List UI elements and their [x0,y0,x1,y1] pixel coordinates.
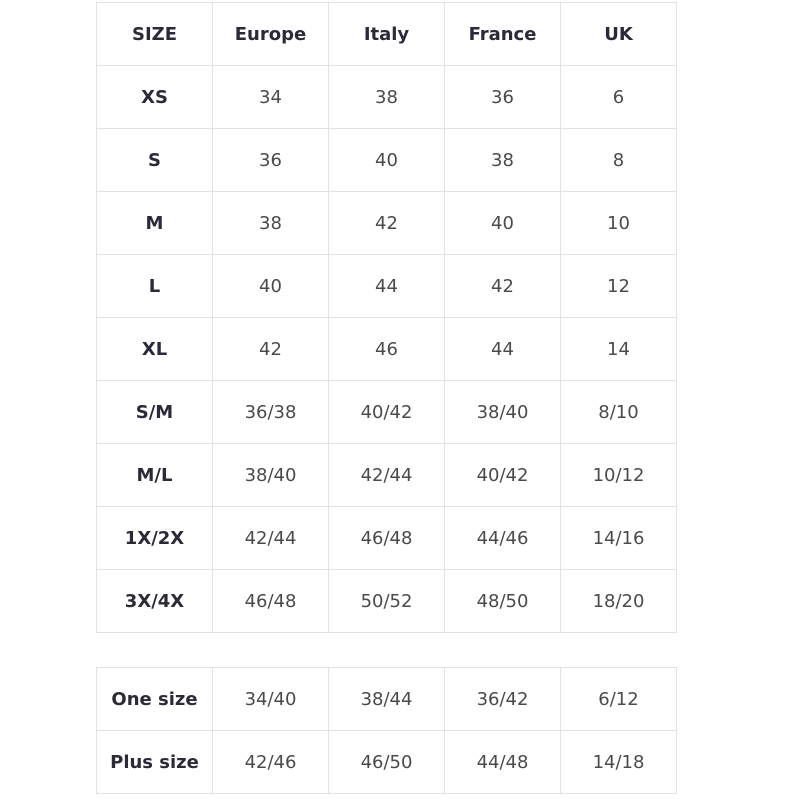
size-label-cell: XS [96,65,213,129]
size-label-cell: XL [96,317,213,381]
size-value-cell: 38/40 [444,380,561,444]
size-value-cell: 42/46 [212,730,329,794]
size-value-cell: 40/42 [444,443,561,507]
size-value-cell: 46/50 [328,730,445,794]
size-value-cell: 38/40 [212,443,329,507]
size-label-cell: M [96,191,213,255]
size-value-cell: 40 [328,128,445,192]
size-value-cell: 10/12 [560,443,677,507]
size-value-cell: 38 [328,65,445,129]
size-value-cell: 46 [328,317,445,381]
column-header: France [444,2,561,66]
size-value-cell: 44/46 [444,506,561,570]
header-row: SIZE Europe Italy France UK [96,2,677,66]
table-row: S/M 36/38 40/42 38/40 8/10 [96,380,677,444]
size-value-cell: 42 [212,317,329,381]
table-row: XS 34 38 36 6 [96,65,677,129]
size-label-cell: L [96,254,213,318]
size-value-cell: 38 [212,191,329,255]
table-row: XL 42 46 44 14 [96,317,677,381]
table-row: M 38 42 40 10 [96,191,677,255]
size-chart-table: SIZE Europe Italy France UK XS 34 38 36 6 S 36 40 38 8… [96,2,677,633]
size-label-cell: 1X/2X [96,506,213,570]
one-plus-size-table: One size 34/40 38/44 36/42 6/12 Plus size 42/4… [96,667,677,794]
size-value-cell: 42/44 [212,506,329,570]
size-value-cell: 6 [560,65,677,129]
size-value-cell: 18/20 [560,569,677,633]
table-row: Plus size 42/46 46/50 44/48 14/18 [96,730,677,794]
table-row: 1X/2X 42/44 46/48 44/46 14/16 [96,506,677,570]
size-value-cell: 38 [444,128,561,192]
size-value-cell: 10 [560,191,677,255]
table-row: 3X/4X 46/48 50/52 48/50 18/20 [96,569,677,633]
size-value-cell: 36 [444,65,561,129]
table-row: One size 34/40 38/44 36/42 6/12 [96,667,677,731]
size-value-cell: 8 [560,128,677,192]
column-header: UK [560,2,677,66]
size-value-cell: 36/38 [212,380,329,444]
table-row: L 40 44 42 12 [96,254,677,318]
size-value-cell: 8/10 [560,380,677,444]
size-value-cell: 14/18 [560,730,677,794]
size-label-cell: 3X/4X [96,569,213,633]
column-header: Europe [212,2,329,66]
size-value-cell: 46/48 [212,569,329,633]
size-value-cell: 40 [212,254,329,318]
size-value-cell: 6/12 [560,667,677,731]
size-value-cell: 12 [560,254,677,318]
size-value-cell: 36/42 [444,667,561,731]
size-label-cell: S/M [96,380,213,444]
size-value-cell: 34/40 [212,667,329,731]
size-value-cell: 48/50 [444,569,561,633]
size-value-cell: 36 [212,128,329,192]
size-value-cell: 42 [328,191,445,255]
column-header: Italy [328,2,445,66]
size-value-cell: 44/48 [444,730,561,794]
size-value-cell: 34 [212,65,329,129]
size-label-cell: M/L [96,443,213,507]
table-row: S 36 40 38 8 [96,128,677,192]
column-header: SIZE [96,2,213,66]
size-value-cell: 40/42 [328,380,445,444]
size-value-cell: 42/44 [328,443,445,507]
size-value-cell: 38/44 [328,667,445,731]
size-value-cell: 44 [444,317,561,381]
size-value-cell: 44 [328,254,445,318]
table-row: M/L 38/40 42/44 40/42 10/12 [96,443,677,507]
size-value-cell: 14/16 [560,506,677,570]
size-value-cell: 46/48 [328,506,445,570]
size-value-cell: 50/52 [328,569,445,633]
size-label-cell: One size [96,667,213,731]
size-value-cell: 42 [444,254,561,318]
size-label-cell: Plus size [96,730,213,794]
size-value-cell: 40 [444,191,561,255]
size-label-cell: S [96,128,213,192]
size-value-cell: 14 [560,317,677,381]
